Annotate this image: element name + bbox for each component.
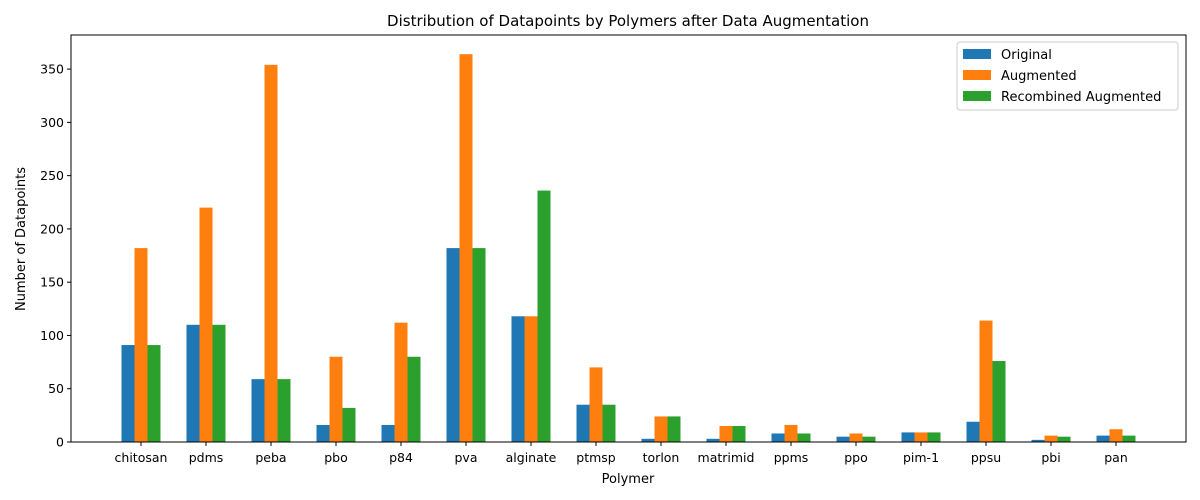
chart-title: Distribution of Datapoints by Polymers a… xyxy=(387,12,869,30)
bar-pva-recombined-augmented xyxy=(472,248,486,442)
x-tick-label-ptmsp: ptmsp xyxy=(576,450,616,465)
y-tick-label: 100 xyxy=(40,328,64,343)
bar-ppms-original xyxy=(771,433,785,442)
bar-alginate-augmented xyxy=(524,316,538,442)
legend-label-original: Original xyxy=(1001,48,1052,63)
bar-ppo-original xyxy=(836,436,850,442)
bar-pim-1-augmented xyxy=(914,432,928,442)
bar-chitosan-recombined-augmented xyxy=(147,345,161,442)
bar-pbi-augmented xyxy=(1044,435,1058,442)
bar-torlon-recombined-augmented xyxy=(667,416,681,442)
x-tick-label-ppms: ppms xyxy=(774,450,809,465)
x-tick-label-matrimid: matrimid xyxy=(698,450,755,465)
y-axis-label: Number of Datapoints xyxy=(14,167,29,311)
x-tick-label-pan: pan xyxy=(1104,450,1128,465)
y-axis: 0 50 100 150 200 250 300 350 xyxy=(40,62,71,450)
bar-chitosan-original xyxy=(121,345,135,442)
bar-peba-original xyxy=(251,379,265,442)
bar-matrimid-recombined-augmented xyxy=(732,426,746,442)
x-tick-label-torlon: torlon xyxy=(643,450,680,465)
bar-p84-recombined-augmented xyxy=(407,356,421,442)
bar-ppms-augmented xyxy=(784,424,798,442)
plot-frame xyxy=(70,34,1187,443)
y-tick-label: 0 xyxy=(56,435,64,450)
bar-pbo-augmented xyxy=(329,356,343,442)
bar-ppsu-recombined-augmented xyxy=(992,361,1006,442)
legend-label-augmented: Augmented xyxy=(1001,69,1077,84)
bar-pim-1-recombined-augmented xyxy=(927,432,941,442)
x-tick-label-ppo: ppo xyxy=(844,450,868,465)
bar-pbo-recombined-augmented xyxy=(342,407,356,442)
bar-pan-original xyxy=(1096,435,1110,442)
bar-pbi-recombined-augmented xyxy=(1057,436,1071,442)
bar-ptmsp-recombined-augmented xyxy=(602,404,616,442)
bar-ppo-augmented xyxy=(849,433,863,442)
y-tick-label: 200 xyxy=(40,221,64,236)
legend-label-recombined-augmented: Recombined Augmented xyxy=(1001,90,1161,105)
bars-group xyxy=(121,54,1136,443)
bar-torlon-original xyxy=(641,438,655,442)
bar-pbo-original xyxy=(316,424,330,442)
x-tick-label-pbi: pbi xyxy=(1041,450,1060,465)
x-tick-label-pdms: pdms xyxy=(189,450,224,465)
legend: Original Augmented Recombined Augmented xyxy=(956,41,1179,111)
bar-p84-original xyxy=(381,424,395,442)
bar-pva-augmented xyxy=(459,54,473,443)
bar-alginate-recombined-augmented xyxy=(537,190,551,442)
legend-swatch-original xyxy=(963,49,991,59)
x-tick-label-chitosan: chitosan xyxy=(115,450,168,465)
bar-pan-recombined-augmented xyxy=(1122,435,1136,442)
x-tick-label-pbo: pbo xyxy=(324,450,348,465)
x-tick-label-ppsu: ppsu xyxy=(971,450,1001,465)
bar-ppsu-original xyxy=(966,421,980,442)
legend-swatch-augmented xyxy=(963,70,991,80)
bar-torlon-augmented xyxy=(654,416,668,442)
x-tick-label-pva: pva xyxy=(455,450,478,465)
y-tick-label: 50 xyxy=(48,381,64,396)
bar-matrimid-augmented xyxy=(719,426,733,442)
bar-peba-recombined-augmented xyxy=(277,379,291,442)
y-tick-label: 300 xyxy=(40,115,64,130)
bar-ppo-recombined-augmented xyxy=(862,436,876,442)
bar-p84-augmented xyxy=(394,322,408,442)
y-tick-label: 150 xyxy=(40,275,64,290)
bar-peba-augmented xyxy=(264,64,278,442)
x-axis-label: Polymer xyxy=(602,472,655,487)
bar-ppsu-augmented xyxy=(979,320,993,442)
bar-pbi-original xyxy=(1031,439,1045,442)
bar-pdms-augmented xyxy=(199,207,213,442)
y-tick-label: 250 xyxy=(40,168,64,183)
bar-chitosan-augmented xyxy=(134,248,148,442)
x-tick-label-p84: p84 xyxy=(389,450,413,465)
bar-ppms-recombined-augmented xyxy=(797,433,811,442)
bar-pdms-original xyxy=(186,324,200,442)
bar-pdms-recombined-augmented xyxy=(212,324,226,442)
x-tick-label-alginate: alginate xyxy=(506,450,557,465)
legend-swatch-recombined-augmented xyxy=(963,91,991,101)
bar-pim-1-original xyxy=(901,432,915,442)
bar-ptmsp-augmented xyxy=(589,367,603,442)
y-tick-label: 350 xyxy=(40,62,64,77)
bar-pan-augmented xyxy=(1109,429,1123,442)
legend-box xyxy=(956,41,1179,111)
x-axis: chitosan pdms peba pbo p84 pva alginate ptmsp to… xyxy=(115,442,1128,465)
bar-matrimid-original xyxy=(706,438,720,442)
bar-pva-original xyxy=(446,248,460,442)
bar-alginate-original xyxy=(511,316,525,442)
x-tick-label-pim-1: pim-1 xyxy=(903,450,939,465)
x-tick-label-peba: peba xyxy=(255,450,286,465)
bar-ptmsp-original xyxy=(576,404,590,442)
